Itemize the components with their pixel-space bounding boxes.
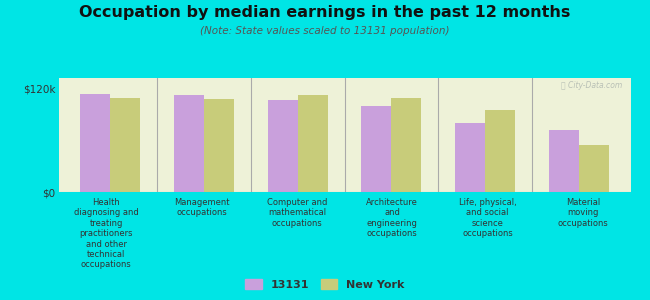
Text: Life, physical,
and social
science
occupations: Life, physical, and social science occup… bbox=[459, 198, 516, 238]
Bar bbox=[455, 123, 485, 192]
Legend: 13131, New York: 13131, New York bbox=[241, 275, 409, 294]
Bar bbox=[361, 106, 391, 192]
Text: Health
diagnosing and
treating
practitioners
and other
technical
occupations: Health diagnosing and treating practitio… bbox=[74, 198, 138, 269]
Text: Occupation by median earnings in the past 12 months: Occupation by median earnings in the pas… bbox=[79, 4, 571, 20]
Text: Material
moving
occupations: Material moving occupations bbox=[558, 198, 608, 228]
Bar bbox=[298, 95, 328, 192]
Bar bbox=[80, 94, 110, 192]
Bar bbox=[268, 100, 298, 192]
Bar bbox=[174, 95, 204, 192]
Bar bbox=[579, 145, 609, 192]
Bar bbox=[549, 130, 579, 192]
Bar bbox=[391, 98, 421, 192]
Text: Management
occupations: Management occupations bbox=[174, 198, 229, 218]
Bar bbox=[204, 99, 234, 192]
Text: Ⓢ City-Data.com: Ⓢ City-Data.com bbox=[561, 81, 622, 90]
Text: Architecture
and
engineering
occupations: Architecture and engineering occupations bbox=[366, 198, 418, 238]
Bar bbox=[485, 110, 515, 192]
Text: (Note: State values scaled to 13131 population): (Note: State values scaled to 13131 popu… bbox=[200, 26, 450, 35]
Bar bbox=[110, 98, 140, 192]
Text: Computer and
mathematical
occupations: Computer and mathematical occupations bbox=[266, 198, 327, 228]
